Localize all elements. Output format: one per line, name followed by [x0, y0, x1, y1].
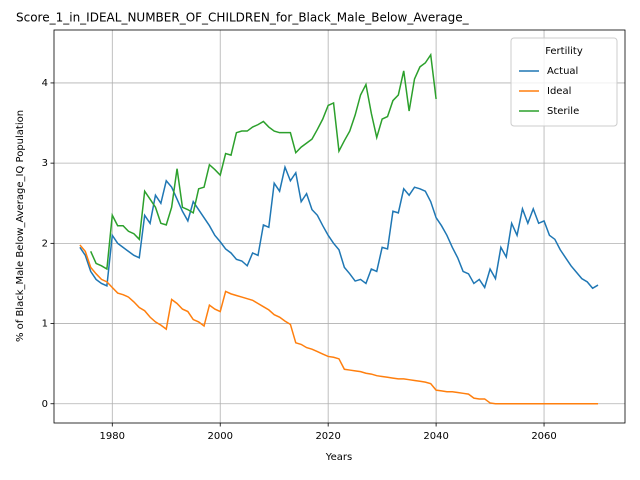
- legend-label: Ideal: [547, 86, 571, 97]
- plot-frame: [53, 29, 626, 424]
- legend-title: Fertility: [545, 46, 583, 57]
- y-tick-label: 2: [42, 238, 48, 249]
- legend-box: [510, 37, 618, 127]
- line-series: [79, 244, 599, 405]
- x-tick-label: 2060: [531, 431, 556, 442]
- legend: Fertility Actual Ideal Sterile: [510, 37, 618, 127]
- y-axis-label: % of Black_Male Below_Average_IQ Populat…: [15, 110, 26, 342]
- legend-label: Sterile: [547, 106, 579, 117]
- x-tick-label: 2000: [208, 431, 233, 442]
- chart-title: Score_1_in_IDEAL_NUMBER_OF_CHILDREN_for_…: [16, 11, 470, 25]
- y-tick-label: 3: [42, 158, 48, 169]
- x-tick-label: 2020: [315, 431, 340, 442]
- line-series: [79, 164, 599, 290]
- line-series: [90, 52, 437, 271]
- x-axis-label: Years: [325, 452, 352, 463]
- legend-label: Actual: [547, 66, 578, 77]
- x-tick-label: 1980: [100, 431, 125, 442]
- y-tick-label: 1: [42, 319, 48, 330]
- y-tick-label: 0: [42, 399, 48, 410]
- x-tick-label: 2040: [423, 431, 448, 442]
- y-tick-label: 4: [42, 78, 48, 89]
